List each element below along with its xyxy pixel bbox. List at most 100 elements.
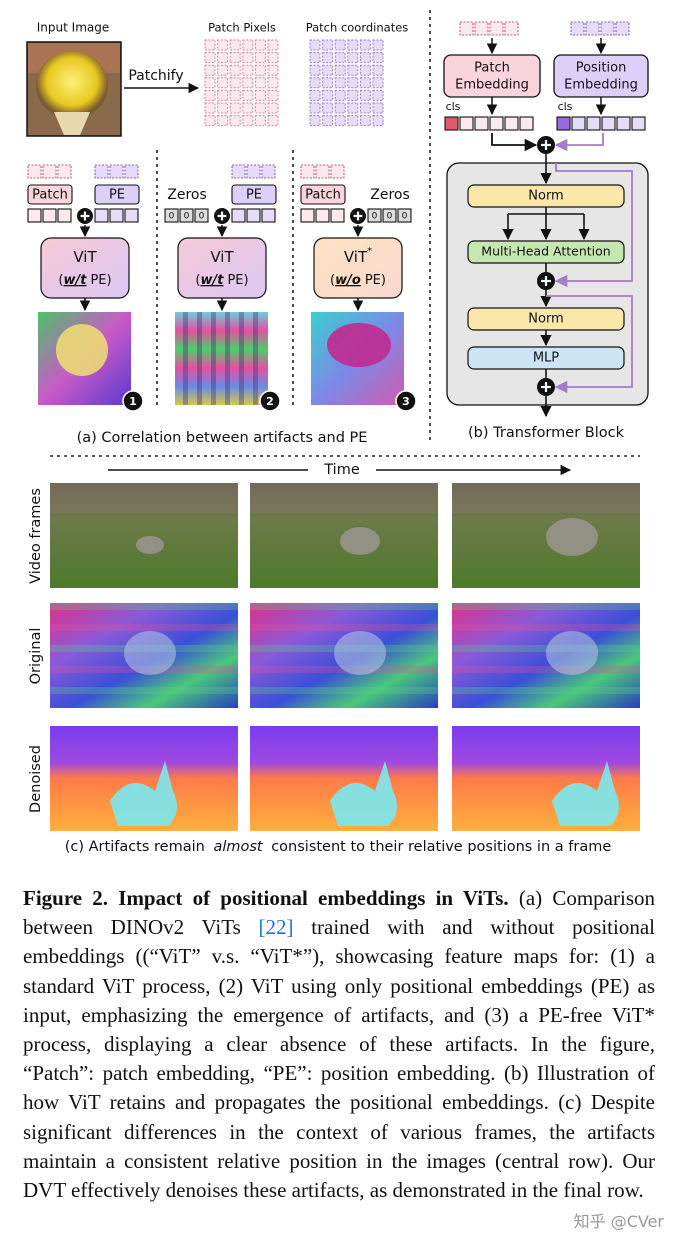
patch	[217, 102, 229, 114]
token	[367, 208, 382, 223]
patch	[309, 39, 321, 51]
note: PE)	[227, 273, 248, 288]
model-name: ViT	[73, 248, 97, 266]
frame-image	[452, 624, 640, 631]
patch	[217, 77, 229, 89]
token	[570, 21, 585, 36]
frame-image	[50, 483, 238, 513]
feature-map	[56, 324, 108, 376]
patch	[334, 102, 346, 114]
token	[231, 208, 246, 223]
frame-image	[334, 631, 386, 675]
time-label: Time	[323, 462, 360, 478]
patch	[229, 64, 241, 76]
token	[194, 208, 209, 223]
feature-map	[183, 312, 188, 405]
note-emphasis: w/t	[63, 273, 87, 288]
citation-link[interactable]: [22]	[258, 915, 294, 940]
patch	[204, 52, 216, 64]
patch	[229, 115, 241, 127]
patch	[242, 64, 254, 76]
patch	[229, 102, 241, 114]
token	[124, 208, 139, 223]
patch	[359, 52, 371, 64]
note: (	[58, 273, 63, 288]
token	[94, 208, 109, 223]
frame-image	[546, 631, 598, 675]
token	[109, 164, 124, 179]
frame-image	[50, 624, 238, 631]
label: Patch coordinates	[306, 21, 409, 35]
token	[444, 116, 459, 131]
patch	[322, 77, 334, 89]
patch	[359, 89, 371, 101]
model: ViT	[210, 248, 234, 266]
token	[585, 21, 600, 36]
input-box	[27, 184, 73, 205]
patch	[204, 89, 216, 101]
feature-map	[175, 312, 268, 405]
input-box	[300, 184, 346, 205]
figure-caption: Figure 2. Impact of positional embedding…	[23, 884, 655, 1205]
patch	[267, 77, 279, 89]
patch	[359, 39, 371, 51]
figure-title: Impact of positional embeddings in ViTs.	[118, 886, 509, 910]
frame-image	[250, 603, 438, 610]
token	[27, 208, 42, 223]
label: Multi-Head Attention	[481, 244, 610, 259]
patch	[229, 89, 241, 101]
zero: 0	[372, 212, 378, 222]
token	[300, 164, 315, 179]
patch	[217, 52, 229, 64]
patch	[347, 77, 359, 89]
frame-image	[546, 518, 598, 556]
token	[504, 21, 519, 36]
feature-map	[239, 312, 244, 405]
token	[504, 116, 519, 131]
token	[397, 208, 412, 223]
token	[94, 164, 109, 179]
token	[459, 21, 474, 36]
frame-image	[340, 527, 380, 555]
patch	[309, 89, 321, 101]
label: PE	[246, 188, 262, 203]
patch	[267, 102, 279, 114]
figure-label: Figure 2.	[23, 886, 109, 910]
patch	[347, 64, 359, 76]
token	[42, 164, 57, 179]
token	[459, 116, 474, 131]
patch	[242, 52, 254, 64]
panel-caption: (b) Transformer Block	[468, 425, 625, 441]
patch	[242, 77, 254, 89]
label: cls	[558, 100, 573, 113]
token	[382, 208, 397, 223]
frame-image	[452, 603, 640, 610]
panel-caption: (c) Artifacts remain almost consistent t…	[65, 839, 612, 855]
model-note: (w/o PE)	[330, 273, 386, 288]
token	[489, 116, 504, 131]
patch	[267, 64, 279, 76]
feature-map	[211, 312, 216, 405]
note: PE)	[365, 273, 386, 288]
caption-text: trained with and without positional embe…	[23, 915, 655, 1203]
model-name: ViT*	[344, 246, 372, 266]
token	[330, 164, 345, 179]
patch	[242, 102, 254, 114]
token	[315, 164, 330, 179]
label: Embedding	[564, 78, 638, 93]
patch	[309, 77, 321, 89]
panel-caption: (a) Correlation between artifacts and PE	[77, 430, 368, 446]
label: Input Image	[37, 21, 109, 35]
token	[109, 208, 124, 223]
patch	[322, 64, 334, 76]
patch	[347, 102, 359, 114]
token	[556, 116, 571, 131]
badge	[395, 390, 417, 412]
patch	[372, 89, 384, 101]
zero: 0	[184, 212, 190, 222]
patch	[359, 102, 371, 114]
label: Norm	[528, 312, 563, 327]
model-name: ViT	[210, 248, 234, 266]
token	[489, 21, 504, 36]
